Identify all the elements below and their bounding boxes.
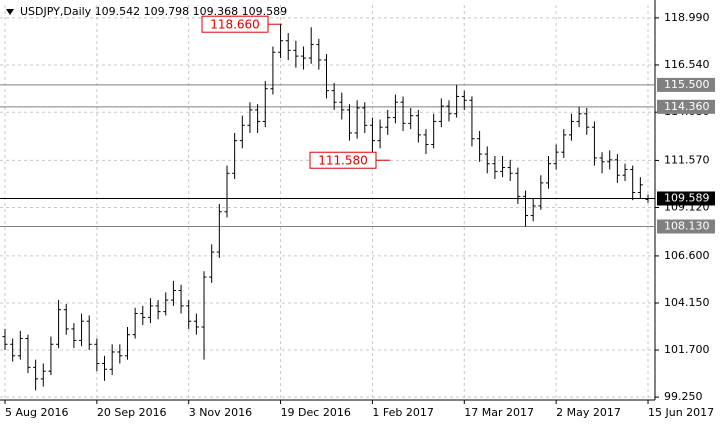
- y-tick-label: 101.700: [664, 343, 710, 356]
- x-tick-label: 19 Dec 2016: [281, 406, 351, 419]
- x-tick-label: 20 Sep 2016: [97, 406, 167, 419]
- chart-title: USDJPY,Daily 109.542 109.798 109.368 109…: [20, 5, 287, 18]
- annotation-box: [309, 151, 377, 169]
- x-tick-label: 3 Nov 2016: [189, 406, 252, 419]
- annotation-label: 111.580: [318, 154, 368, 168]
- y-tick-label: 111.570: [664, 153, 710, 166]
- price-label-box: [657, 219, 715, 234]
- x-tick-label: 17 Mar 2017: [464, 406, 534, 419]
- y-tick-label: 106.600: [664, 249, 710, 262]
- price-label: 114.360: [664, 100, 710, 113]
- annotation-box: [201, 15, 269, 33]
- header-arrow: [6, 9, 14, 15]
- x-tick-label: 15 Jun 2017: [648, 406, 714, 419]
- x-tick-label: 1 Feb 2017: [372, 406, 433, 419]
- y-tick-label: 99.250: [664, 390, 703, 403]
- x-tick-label: 5 Aug 2016: [5, 406, 68, 419]
- x-tick-label: 2 May 2017: [556, 406, 621, 419]
- price-label-box: [657, 191, 715, 206]
- y-tick-label: 104.150: [664, 296, 710, 309]
- price-label: 109.589: [664, 191, 710, 204]
- price-label: 108.130: [664, 220, 710, 233]
- price-label-box: [657, 77, 715, 92]
- annotation-label: 118.660: [210, 18, 260, 32]
- y-tick-label: 116.540: [664, 58, 710, 71]
- price-label-box: [657, 99, 715, 114]
- price-label: 115.500: [664, 78, 710, 91]
- y-tick-label: 118.990: [664, 11, 710, 24]
